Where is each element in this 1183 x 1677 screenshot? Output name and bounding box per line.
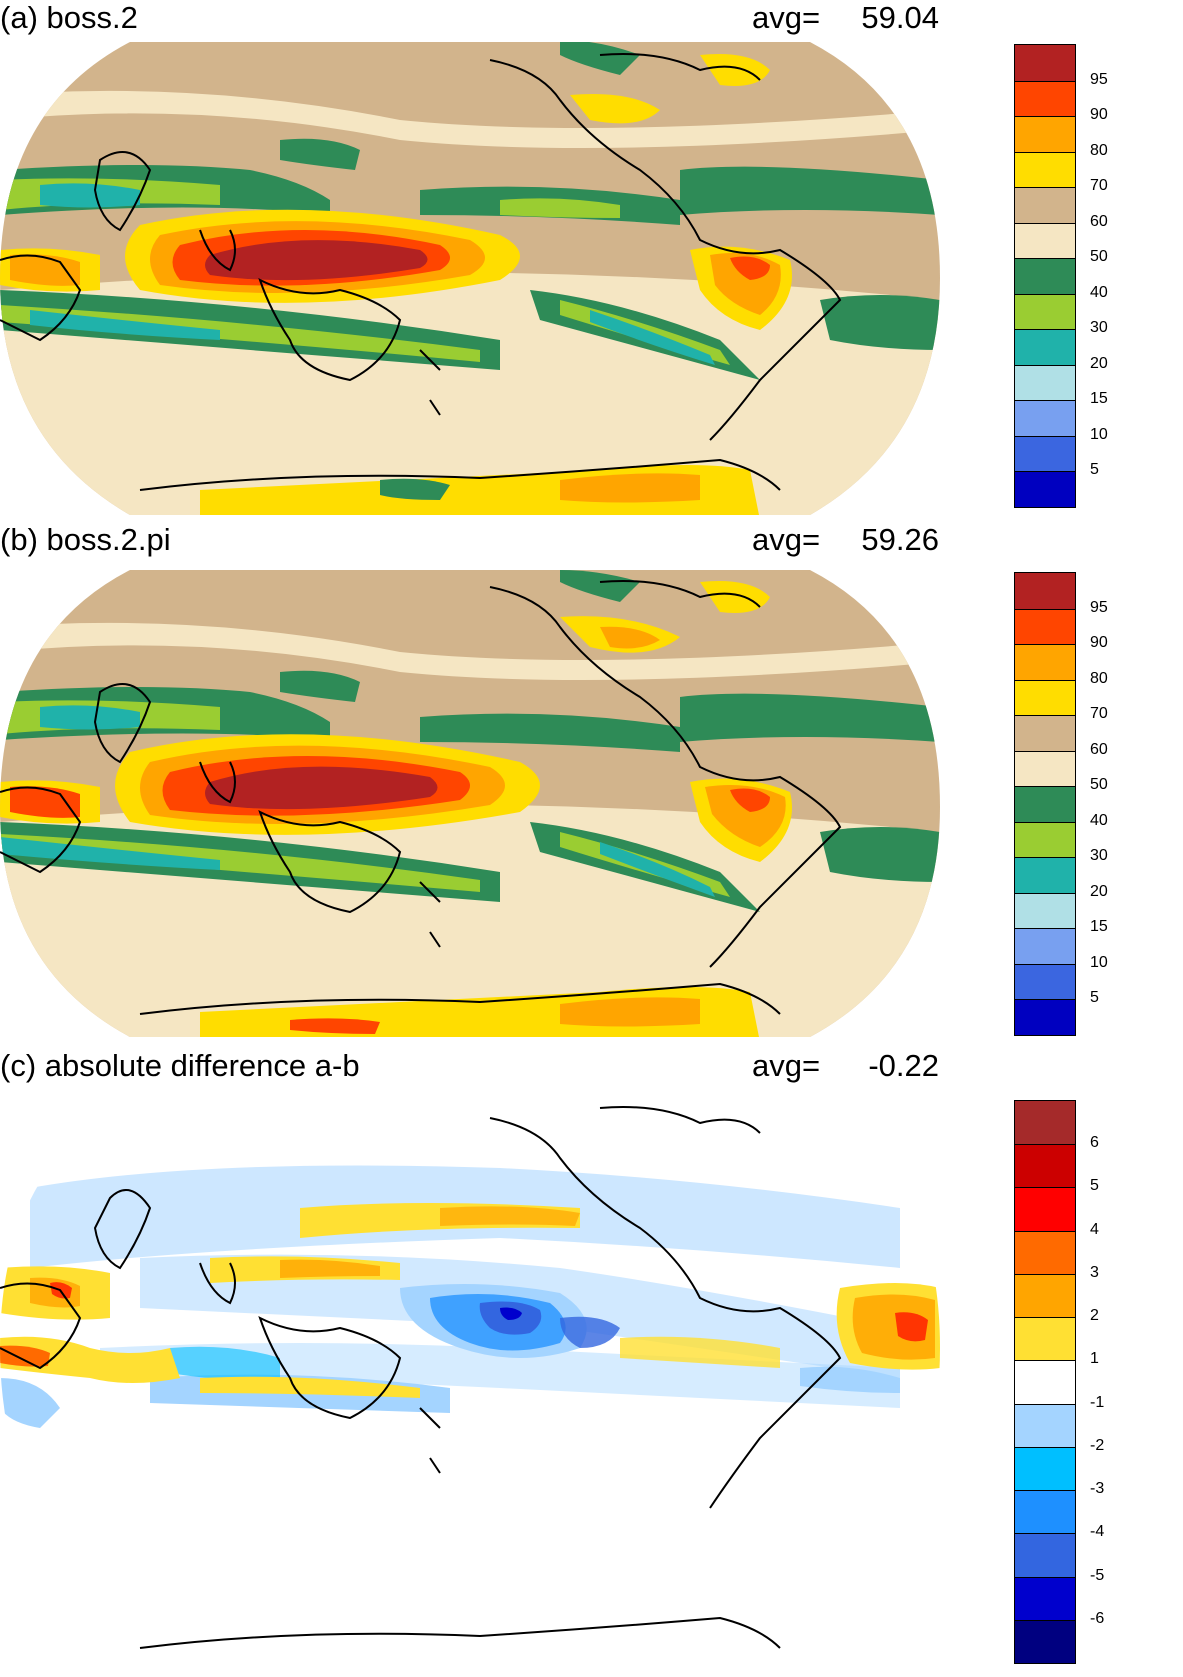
- colorbar-tick-label: 1: [1090, 1350, 1099, 1368]
- colorbar-tick-label: -5: [1090, 1566, 1105, 1584]
- average-value: -0.22: [868, 1048, 939, 1083]
- panel-title: (b) boss.2.pi: [0, 522, 171, 557]
- colorbar-tick-label: 80: [1090, 669, 1108, 687]
- colorbar-swatch: [1015, 644, 1075, 680]
- colorbar-swatch: [1015, 1403, 1075, 1447]
- colorbar-tick-label: 40: [1090, 283, 1108, 301]
- panel-a: (a) boss.2 avg= 59.04: [0, 0, 1183, 520]
- colorbar-swatch: [1015, 1144, 1075, 1188]
- colorbar: [1014, 1100, 1076, 1664]
- colorbar-swatch: [1015, 1360, 1075, 1404]
- panel-title: (c) absolute difference a-b: [0, 1048, 360, 1083]
- colorbar-swatch: [1015, 821, 1075, 858]
- colorbar-swatch: [1015, 400, 1075, 436]
- colorbar-tick-label: 95: [1090, 70, 1108, 88]
- colorbar-tick-label: 4: [1090, 1220, 1099, 1238]
- colorbar-swatch: [1015, 963, 1075, 1000]
- colorbar-swatch: [1015, 715, 1075, 751]
- average-label: avg=: [752, 1048, 821, 1083]
- colorbar-swatch: [1015, 1576, 1075, 1620]
- colorbar-tick-label: 50: [1090, 776, 1108, 794]
- colorbar-tick-label: 40: [1090, 811, 1108, 829]
- colorbar-tick-label: -1: [1090, 1393, 1105, 1411]
- panel-b: (b) boss.2.pi avg= 59.26: [0, 522, 1183, 1042]
- colorbar-swatch: [1015, 679, 1075, 716]
- colorbar-swatch: [1015, 750, 1075, 787]
- colorbar-tick-label: 60: [1090, 212, 1108, 230]
- colorbar-swatch: [1015, 364, 1075, 401]
- colorbar-swatch: [1015, 1533, 1075, 1577]
- colorbar-swatch: [1015, 45, 1075, 81]
- colorbar-tick-label: 20: [1090, 354, 1108, 372]
- colorbar-tick-label: 15: [1090, 918, 1108, 936]
- average-value: 59.04: [861, 0, 939, 35]
- colorbar-swatch: [1015, 471, 1075, 507]
- colorbar-tick-label: -2: [1090, 1436, 1105, 1454]
- colorbar-swatch: [1015, 1101, 1075, 1145]
- colorbar-swatch: [1015, 1230, 1075, 1274]
- panel-title: (a) boss.2: [0, 0, 138, 35]
- colorbar-swatch: [1015, 80, 1075, 117]
- colorbar-swatch: [1015, 857, 1075, 893]
- colorbar-swatch: [1015, 151, 1075, 188]
- colorbar-swatch: [1015, 329, 1075, 365]
- colorbar-tick-label: -3: [1090, 1480, 1105, 1498]
- colorbar-swatch: [1015, 1446, 1075, 1491]
- colorbar-swatch: [1015, 293, 1075, 330]
- colorbar-tick-label: 30: [1090, 847, 1108, 865]
- colorbar-tick-label: 90: [1090, 634, 1108, 652]
- panel-c: (c) absolute difference a-b avg= -0.22: [0, 1048, 1183, 1677]
- colorbar-swatch: [1015, 1317, 1075, 1361]
- colorbar-tick-label: 10: [1090, 425, 1108, 443]
- colorbar-swatch: [1015, 928, 1075, 964]
- colorbar-swatch: [1015, 608, 1075, 645]
- colorbar-tick-label: 50: [1090, 248, 1108, 266]
- map-boss-2: [0, 42, 940, 515]
- colorbar-tick-label: 2: [1090, 1307, 1099, 1325]
- colorbar-tick-label: 10: [1090, 953, 1108, 971]
- colorbar-tick-label: -6: [1090, 1609, 1105, 1627]
- colorbar-tick-label: 5: [1090, 1177, 1099, 1195]
- colorbar-swatch: [1015, 892, 1075, 929]
- colorbar-tick-label: 95: [1090, 598, 1108, 616]
- colorbar-tick-label: 15: [1090, 390, 1108, 408]
- colorbar-tick-label: 60: [1090, 740, 1108, 758]
- colorbar-tick-label: 70: [1090, 177, 1108, 195]
- colorbar-tick-label: 30: [1090, 319, 1108, 337]
- colorbar-tick-label: 20: [1090, 882, 1108, 900]
- colorbar: [1014, 572, 1076, 1036]
- colorbar-tick-label: 3: [1090, 1263, 1099, 1281]
- colorbar-tick-label: -4: [1090, 1523, 1105, 1541]
- colorbar-tick-label: 5: [1090, 461, 1099, 479]
- colorbar-swatch: [1015, 187, 1075, 223]
- average-label: avg=: [752, 522, 821, 557]
- colorbar-swatch: [1015, 222, 1075, 259]
- colorbar-swatch: [1015, 258, 1075, 294]
- colorbar-swatch: [1015, 999, 1075, 1035]
- colorbar-swatch: [1015, 1619, 1075, 1663]
- colorbar-tick-label: 70: [1090, 705, 1108, 723]
- colorbar-swatch: [1015, 435, 1075, 472]
- colorbar-swatch: [1015, 573, 1075, 609]
- colorbar-tick-label: 5: [1090, 989, 1099, 1007]
- colorbar-tick-label: 90: [1090, 106, 1108, 124]
- colorbar-swatch: [1015, 116, 1075, 152]
- map-boss-2-pi: [0, 570, 940, 1037]
- average-value: 59.26: [861, 522, 939, 557]
- colorbar-swatch: [1015, 1187, 1075, 1231]
- colorbar-swatch: [1015, 1273, 1075, 1318]
- average-label: avg=: [752, 0, 821, 35]
- colorbar-tick-label: 6: [1090, 1134, 1099, 1152]
- colorbar: [1014, 44, 1076, 508]
- map-absolute-difference: [0, 1098, 940, 1676]
- colorbar-swatch: [1015, 1490, 1075, 1534]
- colorbar-swatch: [1015, 786, 1075, 822]
- colorbar-tick-label: 80: [1090, 141, 1108, 159]
